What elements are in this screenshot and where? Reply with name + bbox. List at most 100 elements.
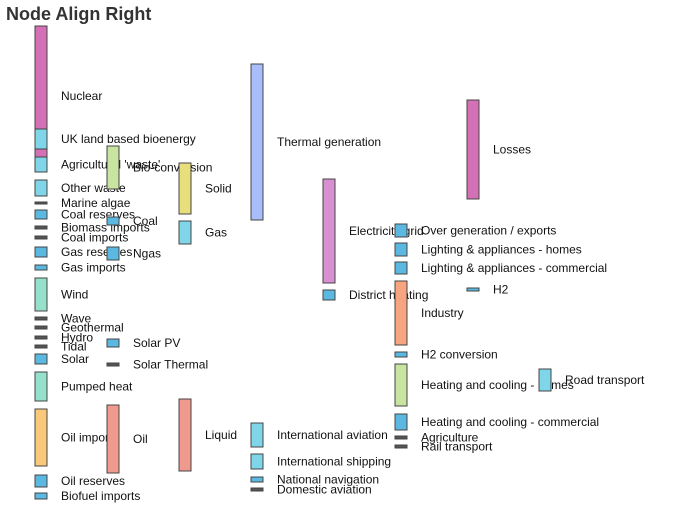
node-bar-domestic-aviation [250,487,264,492]
node-solar-pv: Solar PV [106,336,180,350]
node-label-wind: Wind [61,288,88,302]
node-label-national-navigation: National navigation [277,473,379,487]
node-label-biofuel-imports: Biofuel imports [61,489,140,503]
link-electricity-grid-to-lighting-commercial [335,209,395,274]
node-label-domestic-aviation: Domestic aviation [277,483,372,497]
node-label-rail-transport: Rail transport [421,440,493,454]
node-label-heating-commercial: Heating and cooling - commercial [421,415,599,429]
link-thermal-generation-to-district-heating [263,214,323,300]
node-bio-conversion: Bio-conversion [106,145,212,190]
node-bar-solid [178,162,192,215]
node-bar-h2-conversion [394,351,408,358]
node-bar-heating-commercial [394,413,408,431]
node-label-hydro: Hydro [61,331,93,345]
node-district-heating: District heating [322,288,428,302]
node-bar-international-aviation [250,422,264,448]
node-label-road-transport: Road transport [565,373,645,387]
node-label-heating-homes: Heating and cooling - homes [421,378,574,392]
link-district-heating-to-heating-homes [335,290,395,383]
diagram-title: Node Align Right [6,4,151,24]
node-h2: H2 [466,283,509,297]
node-label-ngas: Ngas [133,247,161,261]
node-oil: Oil [106,404,148,474]
node-solar-thermal: Solar Thermal [106,358,208,372]
node-label-industry: Industry [421,306,464,320]
node-bar-agriculture [394,435,408,440]
node-lighting-commercial: Lighting & appliances - commercial [394,261,607,275]
node-solar: Solar [34,352,89,366]
node-label-coal: Coal [133,214,158,228]
link-liquid-to-national-navigation [191,465,251,482]
link-gas-to-industry [191,229,395,333]
node-solid: Solid [178,162,232,215]
node-bar-tidal [34,344,48,349]
node-rail-transport: Rail transport [394,440,493,454]
node-bar-biofuel-imports [34,492,48,500]
node-label-oil: Oil [133,432,148,446]
node-national-navigation: National navigation [250,473,379,487]
node-bar-solar-thermal [106,362,120,367]
link-thermal-generation-to-losses [263,64,467,191]
node-label-over-generation: Over generation / exports [421,224,556,238]
link-liquid-to-industry [191,332,395,407]
node-oil-imports: Oil imports [34,408,118,467]
node-bar-ngas [106,246,120,261]
node-h2-conversion: H2 conversion [394,348,498,362]
node-bar-uk-land-bio [34,128,48,150]
node-bar-gas-imports [34,264,48,271]
nodes-layer: Nuclear UK land based bioenergy Agricultur… [34,25,645,503]
node-label-lighting-commercial: Lighting & appliances - commercial [421,261,607,275]
node-bar-wave [34,316,48,321]
node-losses: Losses [466,99,531,200]
node-bar-heating-homes [394,363,408,407]
node-bar-coal [106,216,120,226]
node-bar-oil-reserves [34,474,48,488]
node-label-gas-imports: Gas imports [61,261,126,275]
node-label-solar-thermal: Solar Thermal [133,358,208,372]
node-label-coal-imports: Coal imports [61,231,128,245]
node-label-nuclear: Nuclear [61,89,102,103]
node-international-shipping: International shipping [250,453,391,470]
node-bar-other-waste [34,179,48,197]
node-bar-wind [34,277,48,312]
node-label-lighting-homes: Lighting & appliances - homes [421,243,582,257]
node-heating-homes: Heating and cooling - homes [394,363,574,407]
link-liquid-to-international-shipping [191,454,251,469]
node-bar-gas [178,220,192,245]
node-label-wave: Wave [61,312,92,326]
node-label-pumped-heat: Pumped heat [61,380,133,394]
node-uk-land-bio: UK land based bioenergy [34,128,196,150]
node-bar-coal-reserves [34,209,48,220]
node-gas-imports: Gas imports [34,261,126,275]
node-marine-algae: Marine algae [34,196,131,210]
link-electricity-grid-to-heating-homes [335,249,395,375]
node-label-oil-reserves: Oil reserves [61,474,125,488]
node-industry: Industry [394,280,464,346]
node-bar-biomass-imports [34,225,48,230]
node-label-district-heating: District heating [349,288,428,302]
node-label-electricity-grid: Electricity grid [349,224,424,238]
node-label-thermal-generation: Thermal generation [277,135,381,149]
node-bar-solar-pv [106,338,120,348]
node-label-losses: Losses [493,143,531,157]
link-thermal-generation-to-electricity-grid [263,148,323,234]
node-label-international-aviation: International aviation [277,428,388,442]
link-solid-to-industry [191,193,395,300]
node-bar-oil-imports [34,408,48,467]
node-bar-h2 [466,287,480,292]
node-coal-imports: Coal imports [34,231,128,245]
link-h2-conversion-to-losses [407,197,467,355]
node-bar-thermal-generation [250,63,264,221]
node-bar-rail-transport [394,444,408,449]
node-label-uk-land-bio: UK land based bioenergy [61,132,196,146]
node-gas: Gas [178,220,227,245]
node-international-aviation: International aviation [250,422,388,448]
node-bar-marine-algae [34,201,48,205]
node-bar-lighting-homes [394,242,408,257]
node-liquid: Liquid [178,398,237,472]
node-lighting-homes: Lighting & appliances - homes [394,242,582,257]
node-bar-solar [34,353,48,365]
node-label-solid: Solid [205,182,232,196]
node-bar-losses [466,99,480,200]
